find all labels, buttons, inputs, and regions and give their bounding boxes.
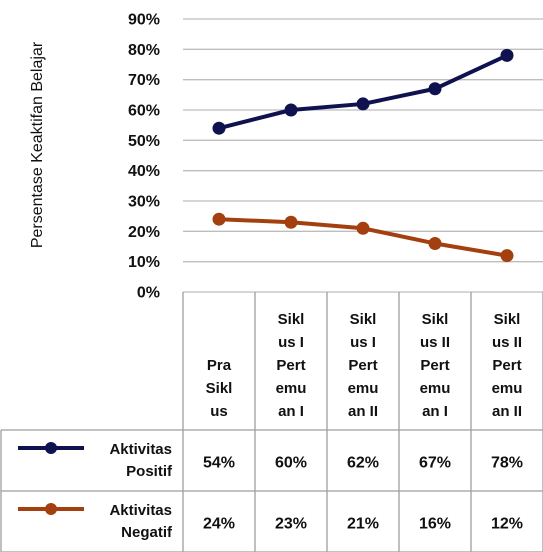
legend-swatch-marker	[45, 442, 57, 454]
y-tick-label: 10%	[128, 254, 160, 271]
data-cell-label: 60%	[275, 455, 307, 472]
y-tick-label: 80%	[128, 42, 160, 59]
data-cell-label: 16%	[419, 516, 451, 533]
data-cell-label: 54%	[203, 455, 235, 472]
x-category-label: Sikl us I Pert emu an I	[276, 311, 307, 420]
data-table: Pra Sikl us Sikl us I Pert emu an I Sikl us I Pert…	[0, 292, 543, 552]
x-category-label: Pra Sikl us	[206, 357, 233, 420]
y-tick-label: 20%	[128, 224, 160, 241]
y-tick-label: 40%	[128, 163, 160, 180]
data-point	[500, 48, 514, 62]
data-cell-label: 12%	[491, 516, 523, 533]
x-category-label: Sikl us II Pert emu an II	[492, 311, 523, 420]
y-tick-label: 60%	[128, 103, 160, 120]
y-tick-label: 0%	[137, 285, 160, 302]
x-category-label: Sikl us II Pert emu an I	[420, 311, 451, 420]
data-point	[356, 97, 370, 111]
data-point	[500, 249, 514, 263]
legend-label: Aktivitas Negatif	[109, 502, 173, 541]
data-cell-label: 24%	[203, 516, 235, 533]
data-cell-label: 78%	[491, 455, 523, 472]
series-line	[218, 53, 508, 131]
legend-label: Aktivitas Positif	[109, 441, 173, 480]
data-point	[428, 236, 442, 250]
data-point	[284, 103, 298, 117]
data-cell-label: 23%	[275, 516, 307, 533]
y-tick-label: 30%	[128, 194, 160, 211]
data-cell-label: 21%	[347, 516, 379, 533]
y-tick-label: 90%	[128, 12, 160, 29]
data-point	[212, 212, 226, 226]
y-axis-label: Persentase Keaktifan Belajar	[29, 41, 46, 248]
y-tick-label: 50%	[128, 133, 160, 150]
legend-swatch-marker	[45, 503, 57, 515]
data-cell-label: 67%	[419, 455, 451, 472]
gridlines	[183, 18, 543, 293]
series-lines	[212, 48, 514, 263]
data-cell-label: 62%	[347, 455, 379, 472]
data-point	[356, 221, 370, 235]
x-category-label: Sikl us I Pert emu an II	[348, 311, 379, 420]
data-point	[428, 82, 442, 96]
y-tick-label: 70%	[128, 72, 160, 89]
data-point	[212, 121, 226, 135]
data-point	[284, 215, 298, 229]
y-axis-ticks: 0% 10% 20% 30% 40% 50% 60% 70% 80% 90%	[128, 12, 160, 302]
